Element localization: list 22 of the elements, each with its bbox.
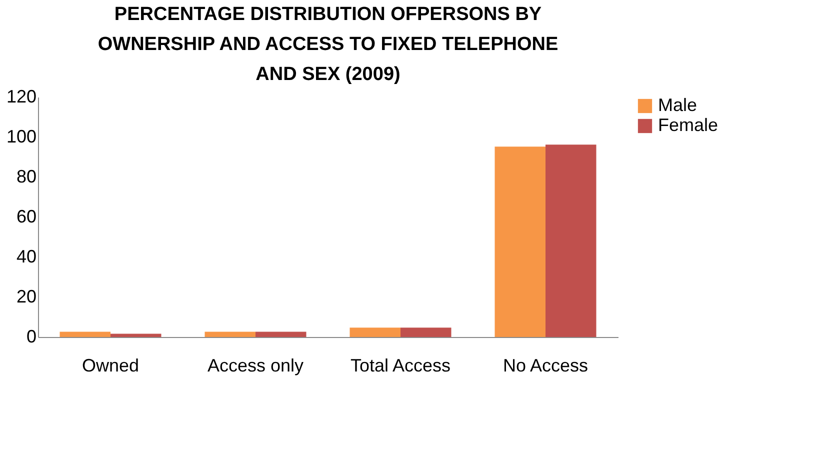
bar	[110, 334, 162, 337]
y-tick-label: 0	[26, 326, 36, 346]
y-tick-label: 20	[16, 286, 36, 306]
bar	[350, 328, 400, 337]
bar	[494, 146, 546, 337]
chart-title: PERCENTAGE DISTRIBUTION OFPERSONS BY OWNERSHIP AND ACCESS TO FIXED TELEPHONE AND SEX (2009)	[98, 4, 558, 85]
x-tick-label: Access only	[207, 356, 304, 376]
x-tick-label: No Access	[502, 356, 588, 376]
bar	[60, 332, 110, 337]
bar	[400, 328, 452, 337]
y-tick-label: 120	[6, 86, 36, 106]
legend-label: Male	[658, 95, 698, 115]
x-tick-label: Owned	[82, 356, 140, 376]
bar	[204, 332, 256, 337]
bar	[546, 144, 596, 337]
bar	[256, 332, 306, 337]
legend-label: Female	[658, 115, 718, 135]
y-tick-label: 40	[16, 246, 36, 266]
y-tick-label: 80	[16, 166, 36, 186]
x-tick-label: Total Access	[350, 356, 451, 376]
y-tick-label: 100	[6, 126, 36, 146]
y-tick-label: 60	[16, 206, 36, 226]
